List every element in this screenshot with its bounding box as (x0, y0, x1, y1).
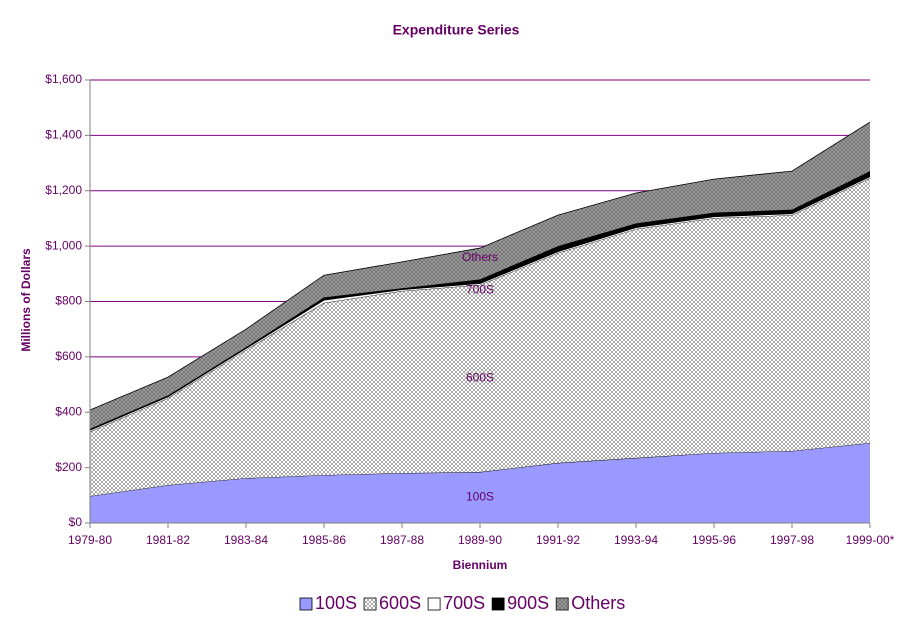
x-tick-label: 1991-92 (536, 533, 580, 547)
y-tick-label: $0 (69, 515, 83, 529)
y-tick-label: $400 (55, 404, 82, 418)
y-tick-label: $1,600 (45, 72, 82, 86)
x-tick-label: 1989-90 (458, 533, 502, 547)
x-tick-label: 1987-88 (380, 533, 424, 547)
area-pattern (90, 178, 870, 497)
legend: 100S 600S 700S 900S Others (299, 593, 625, 613)
x-tick-label: 1985-86 (302, 533, 346, 547)
area-pattern (90, 122, 870, 429)
legend-label: Others (571, 593, 625, 613)
legend-swatch-pattern (364, 598, 377, 610)
y-tick-label: $1,200 (45, 183, 82, 197)
y-axis-title: Millions of Dollars (19, 248, 33, 352)
y-tick-label: $600 (55, 349, 82, 363)
x-axis-title: Biennium (453, 558, 508, 572)
legend-swatch-pattern (556, 598, 569, 610)
chart-title: Expenditure Series (393, 22, 520, 38)
legend-label: 900S (507, 593, 549, 613)
area-label: 700S (466, 282, 494, 296)
y-tick-label: $1,400 (45, 128, 82, 142)
area-label: Others (462, 250, 498, 264)
x-tick-label: 1993-94 (614, 533, 658, 547)
area-fill (90, 442, 870, 523)
x-tick-label: 1979-80 (68, 533, 112, 547)
x-tick-label: 1999-00* (846, 533, 895, 547)
x-tick-label: 1983-84 (224, 533, 268, 547)
area-label: 600S (466, 371, 494, 385)
x-tick-label: 1995-96 (692, 533, 736, 547)
legend-swatch (427, 597, 441, 611)
legend-swatch (299, 597, 313, 611)
legend-label: 700S (443, 593, 485, 613)
x-tick-label: 1981-82 (146, 533, 190, 547)
area-edge (89, 121, 871, 411)
x-tick-label: 1997-98 (770, 533, 814, 547)
y-tick-label: $1,000 (45, 238, 82, 252)
legend-swatch (491, 597, 505, 611)
y-tick-label: $800 (55, 294, 82, 308)
area-label: 100S (466, 490, 494, 504)
legend-label: 600S (379, 593, 421, 613)
y-tick-label: $200 (55, 460, 82, 474)
legend-label: 100S (315, 593, 357, 613)
